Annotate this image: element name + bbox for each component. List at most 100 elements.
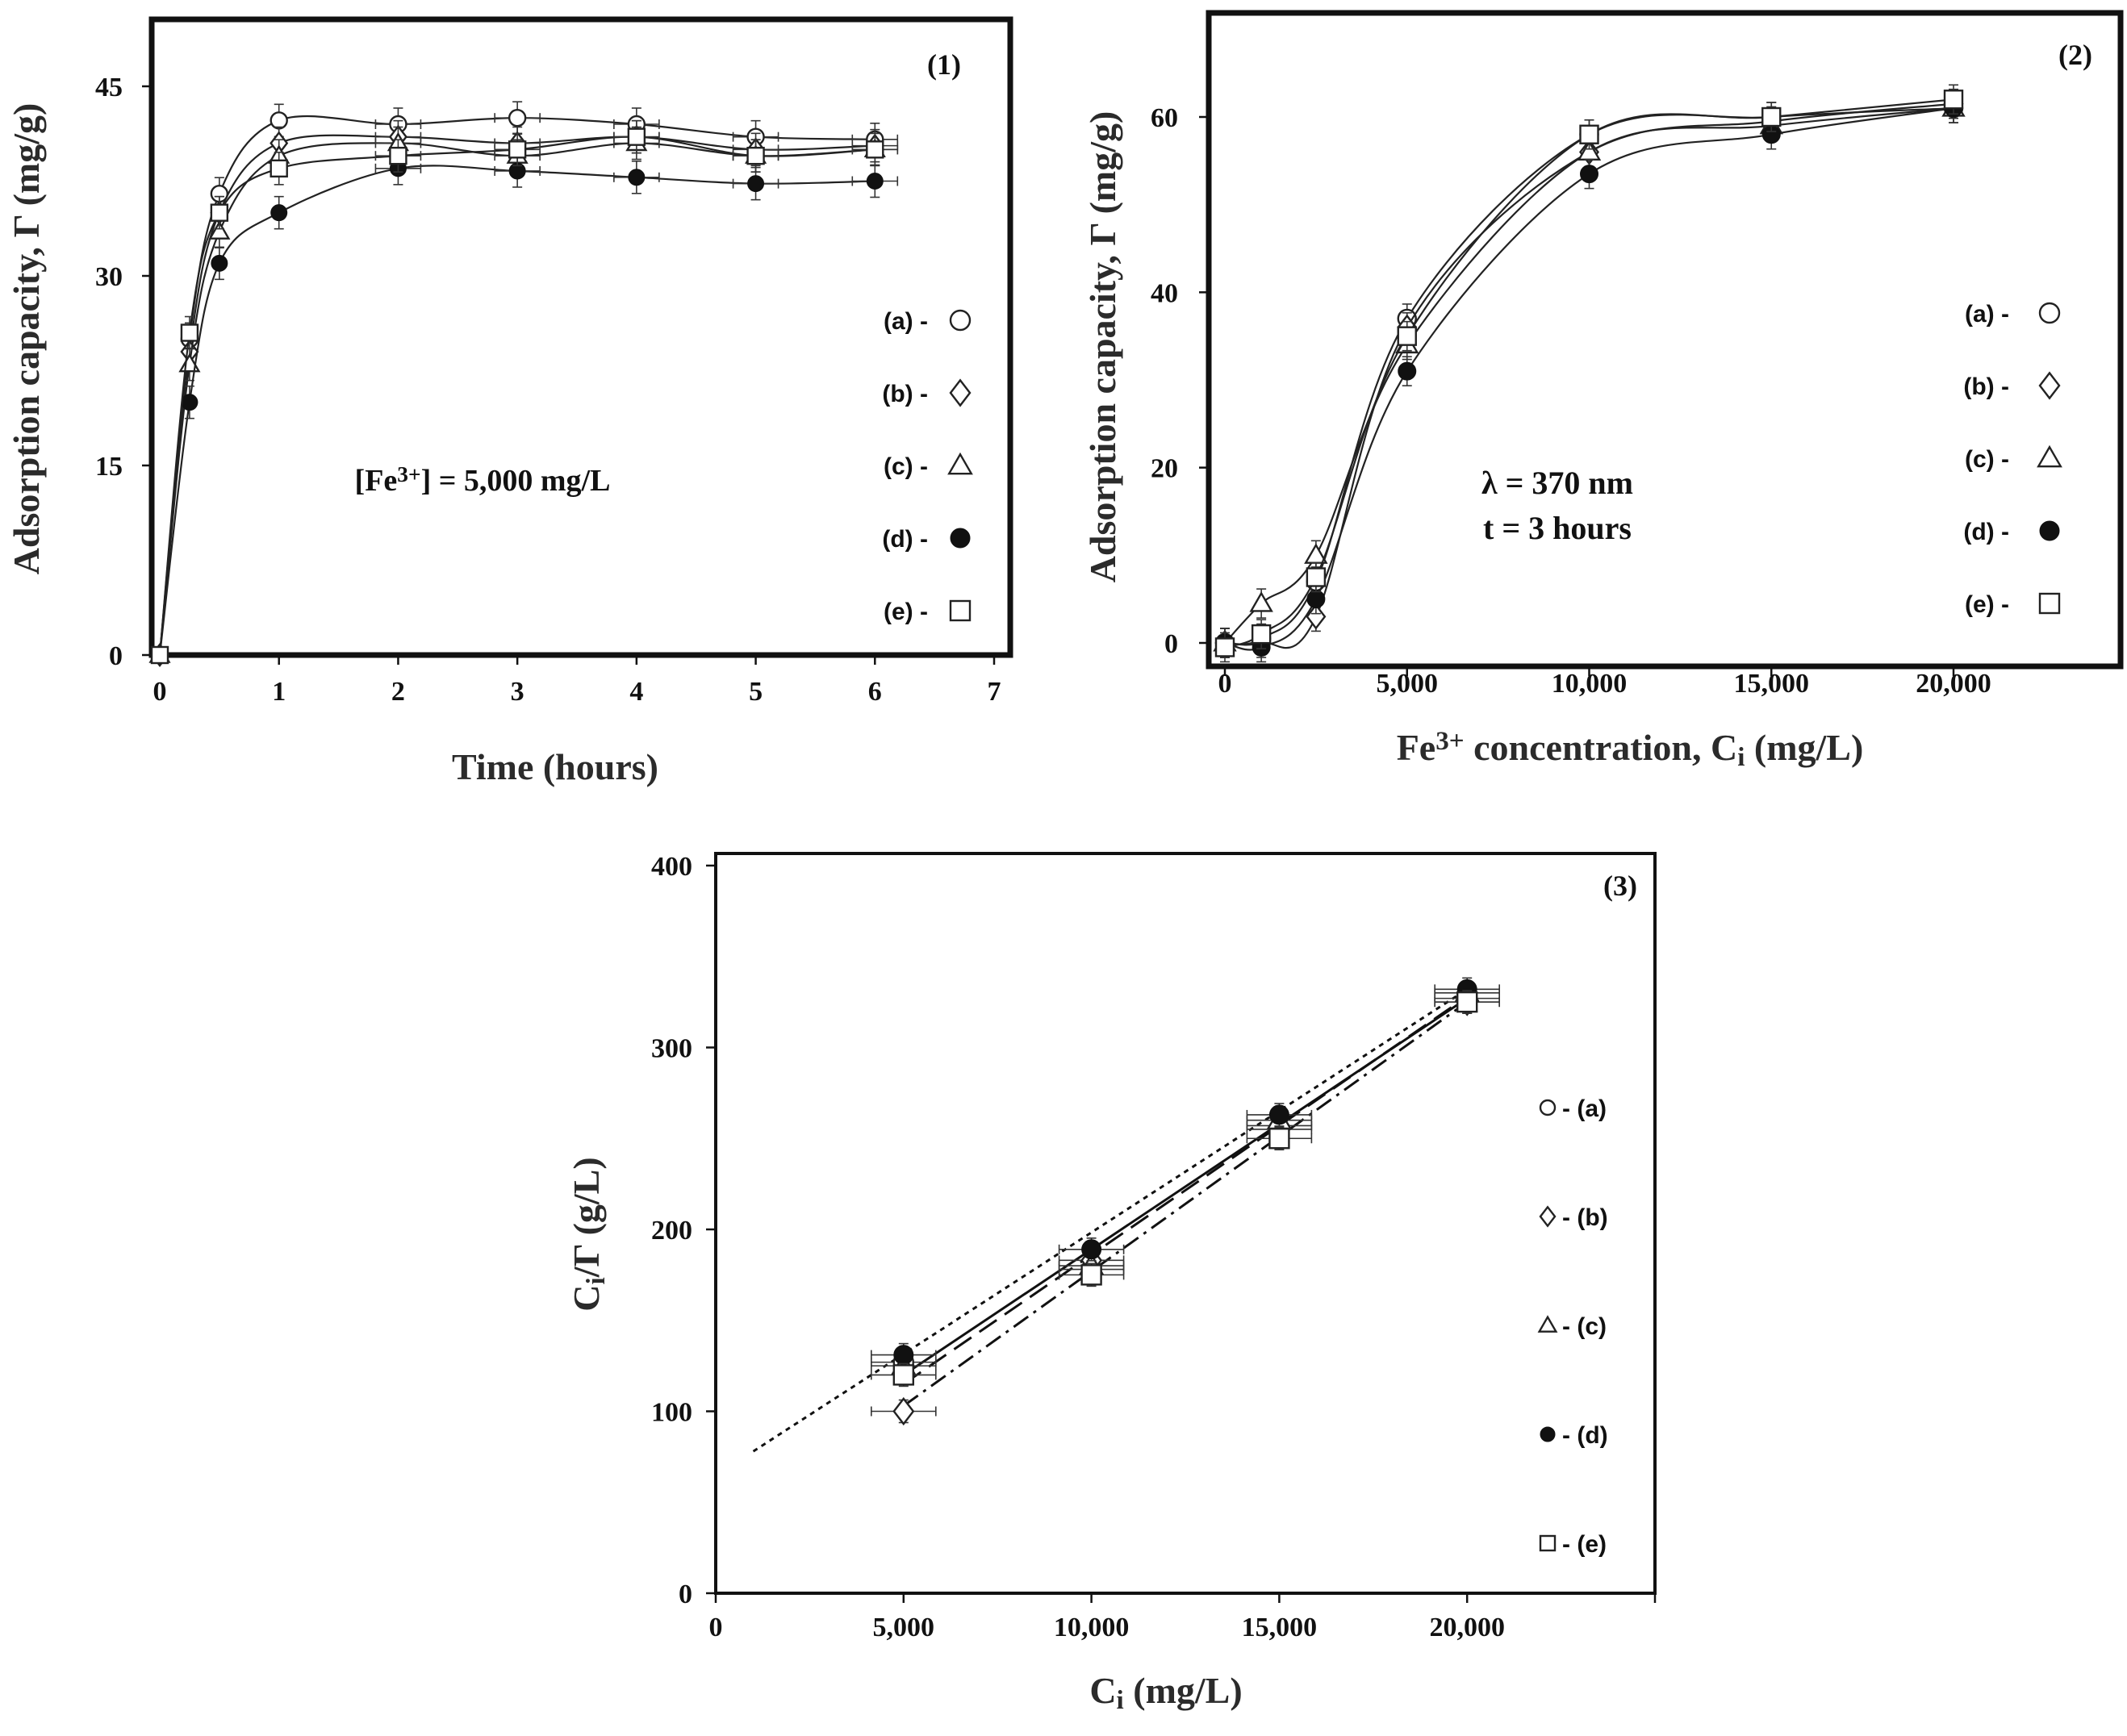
series-e <box>1214 84 1964 663</box>
legend-label-b: (b) - <box>1963 373 2009 400</box>
annotation-concentration-part-1: 3+ <box>397 462 420 486</box>
series-e <box>150 119 899 665</box>
legend-item-e: (e) - <box>884 599 972 625</box>
legend-label-e: (e) - <box>1965 591 2009 618</box>
data-point-d-3 <box>270 204 288 222</box>
y-axis-label-part-2: /Γ (g/L) <box>566 1157 607 1278</box>
y-tick-label-0: 0 <box>109 641 123 671</box>
data-point-b-0 <box>892 1396 915 1426</box>
legend-label-b: - (b) <box>1562 1204 1608 1231</box>
data-point-d-1 <box>181 394 198 411</box>
series-line-e <box>158 136 875 656</box>
data-point-e-7 <box>746 146 765 165</box>
legend-label-d: - (d) <box>1562 1422 1608 1449</box>
legend-label-d: (d) - <box>882 526 928 553</box>
legend-marker-e <box>1539 1534 1557 1552</box>
x-axis-label-part-3: i <box>1737 742 1745 772</box>
panel-label: (1) <box>927 48 961 81</box>
data-point-e-4 <box>389 146 407 165</box>
legend-marker-a <box>2038 302 2061 324</box>
y-tick-label-100: 100 <box>651 1398 692 1428</box>
panel-3-chart: 0 5,000 10,000 15,000 20,000 0 100 200 300 400 Ci … <box>566 852 1657 1715</box>
legend-marker-d <box>950 528 971 549</box>
legend-label-a: (a) - <box>884 308 928 335</box>
x-tick-label-0: 0 <box>1218 669 1232 699</box>
data-point-d-4 <box>1580 165 1598 184</box>
x-axis-label-part-0: Fe <box>1397 727 1436 768</box>
y-tick-label-15: 15 <box>95 452 123 482</box>
x-tick-label-20-000: 20,000 <box>1429 1613 1505 1642</box>
data-point-e-5 <box>508 140 527 159</box>
series-line-d <box>158 165 875 656</box>
data-point-d-3 <box>1398 361 1417 381</box>
data-point-e-3 <box>1456 991 1478 1013</box>
data-point-e-2 <box>1306 567 1327 587</box>
annotation-concentration: [Fe3+] = 5,000 mg/L <box>355 462 611 498</box>
legend-marker-d <box>2039 520 2060 541</box>
series-line-a <box>158 115 875 656</box>
data-point-c-1 <box>1249 591 1273 612</box>
data-point-d-1 <box>1081 1239 1102 1260</box>
legend-label-d: (d) - <box>1963 519 2009 545</box>
panel-label: (2) <box>2058 39 2092 71</box>
data-point-d-8 <box>866 173 884 190</box>
legend-item-a: - (a) <box>1539 1095 1607 1122</box>
x-axis-label-part-2: (mg/L) <box>1124 1670 1243 1711</box>
annotation-concentration-part-2: ] = 5,000 mg/L <box>421 464 611 498</box>
legend-marker-a <box>1539 1099 1557 1116</box>
data-point-e-1 <box>1080 1264 1102 1286</box>
data-point-e-3 <box>1397 326 1417 346</box>
legend-marker-b <box>949 378 972 407</box>
legend-item-d: (d) - <box>882 526 971 553</box>
fit-line-fit-b <box>902 997 1469 1376</box>
panel-2-chart: 0 5,000 10,000 15,000 20,000 0 20 40 60 Fe3+ conc… <box>1082 10 2124 772</box>
x-axis-label-part-1: 3+ <box>1435 726 1464 756</box>
y-axis-label: Ci/Γ (g/L) <box>566 1157 611 1311</box>
legend-marker-e <box>2038 592 2061 615</box>
x-tick-label-6: 6 <box>868 677 882 707</box>
legend-label-b: (b) - <box>882 381 928 407</box>
data-point-e-2 <box>210 203 229 222</box>
x-tick-label-0: 0 <box>709 1613 723 1642</box>
x-axis-label: Fe3+ concentration, Ci (mg/L) <box>1397 726 1864 772</box>
series-line-d <box>1224 107 1954 651</box>
x-tick-label-1: 1 <box>272 677 286 707</box>
legend-item-d: - (d) <box>1540 1422 1608 1449</box>
series-line-b <box>158 134 875 656</box>
data-point-e-4 <box>1579 124 1599 144</box>
annotation-line-0: λ = 370 nm <box>1481 465 1633 501</box>
legend-item-d: (d) - <box>1963 519 2060 545</box>
legend-marker-b <box>1539 1205 1557 1228</box>
x-axis-label-part-1: i <box>1117 1685 1124 1715</box>
y-tick-label-30: 30 <box>95 262 123 292</box>
legend-marker-c <box>1537 1315 1558 1333</box>
annotation-line-1: t = 3 hours <box>1483 510 1632 546</box>
x-tick-label-5-000: 5,000 <box>1377 669 1439 699</box>
data-point-d-2 <box>1268 1104 1289 1125</box>
legend-marker-c <box>947 452 973 475</box>
legend-item-c: - (c) <box>1537 1313 1607 1340</box>
series-d <box>1215 93 1963 663</box>
data-point-d-0 <box>893 1345 914 1366</box>
x-tick-label-2: 2 <box>391 677 405 707</box>
x-tick-label-15-000: 15,000 <box>1734 669 1810 699</box>
y-tick-label-20: 20 <box>1151 454 1178 484</box>
legend-item-a: (a) - <box>1965 301 2061 328</box>
y-tick-label-0: 0 <box>679 1580 692 1609</box>
y-tick-label-60: 60 <box>1151 103 1178 133</box>
data-point-e-1 <box>1251 624 1272 645</box>
legend-label-c: - (c) <box>1562 1313 1607 1340</box>
x-tick-label-20-000: 20,000 <box>1916 669 1991 699</box>
legend-label-e: - (e) <box>1562 1531 1607 1558</box>
data-point-e-5 <box>1761 106 1782 127</box>
data-point-e-1 <box>180 323 199 342</box>
data-point-d-6 <box>628 169 646 186</box>
x-axis-label: Time (hours) <box>452 746 658 787</box>
data-point-e-0 <box>150 645 169 665</box>
y-tick-label-0: 0 <box>1164 629 1178 659</box>
x-axis-label-part-0: C <box>1089 1670 1116 1711</box>
legend-label-c: (c) - <box>1965 446 2009 473</box>
legend-label-a: - (a) <box>1562 1095 1607 1122</box>
